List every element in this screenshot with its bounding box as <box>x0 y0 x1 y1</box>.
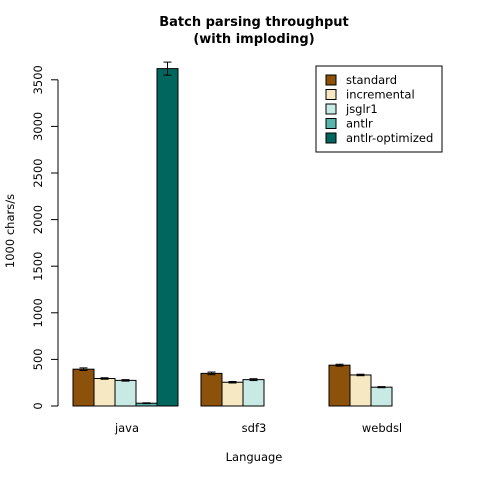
y-tick-label: 500 <box>31 348 45 370</box>
y-tick-label: 2000 <box>31 205 45 234</box>
legend-label-jsglr1: jsglr1 <box>345 102 378 116</box>
legend-box <box>315 65 443 153</box>
legend-label-antlr: antlr <box>346 117 373 131</box>
x-axis: java sdf3 webdsl <box>114 421 402 435</box>
legend-swatch-incremental <box>325 89 337 100</box>
legend-label-incremental: incremental <box>346 88 415 102</box>
y-axis: 0 500 1000 1500 2000 2500 3000 3500 <box>31 65 59 410</box>
chart-subtitle: (with imploding) <box>193 32 314 47</box>
bar-standard-sdf3 <box>200 372 223 407</box>
y-axis-label: 1000 chars/s <box>3 194 17 268</box>
y-tick-label: 3000 <box>31 112 45 141</box>
x-tick-label: sdf3 <box>242 421 267 435</box>
legend-swatch-antlr <box>325 118 337 129</box>
bar-standard-java <box>72 368 95 407</box>
bars <box>72 61 393 407</box>
bar-incremental-java <box>93 378 116 407</box>
bar-standard-webdsl <box>328 364 351 407</box>
y-tick-label: 3500 <box>31 65 45 94</box>
y-tick-label: 1000 <box>31 298 45 327</box>
bar-incremental-webdsl <box>349 374 372 407</box>
legend: standardincrementaljsglr1antlrantlr-opti… <box>315 65 443 153</box>
bar-jsglr1-webdsl <box>370 386 393 407</box>
legend-swatch-jsglr1 <box>325 103 337 115</box>
x-tick-label: webdsl <box>362 421 402 435</box>
bar-jsglr1-sdf3 <box>242 379 265 407</box>
bar-antlr-optimized-java <box>156 68 179 407</box>
y-tick-label: 1500 <box>31 252 45 281</box>
bar-jsglr1-java <box>114 379 137 407</box>
bar-incremental-sdf3 <box>221 381 244 407</box>
legend-label-antlr-optimized: antlr-optimized <box>346 131 433 145</box>
legend-label-standard: standard <box>346 73 397 87</box>
x-tick-label: java <box>114 421 139 435</box>
y-tick-label: 2500 <box>31 158 45 187</box>
chart-title: Batch parsing throughput <box>159 15 349 30</box>
legend-swatch-antlr-optimized <box>325 132 337 144</box>
x-axis-label: Language <box>226 450 283 464</box>
legend-swatch-standard <box>325 74 337 86</box>
y-tick-label: 0 <box>31 402 45 409</box>
